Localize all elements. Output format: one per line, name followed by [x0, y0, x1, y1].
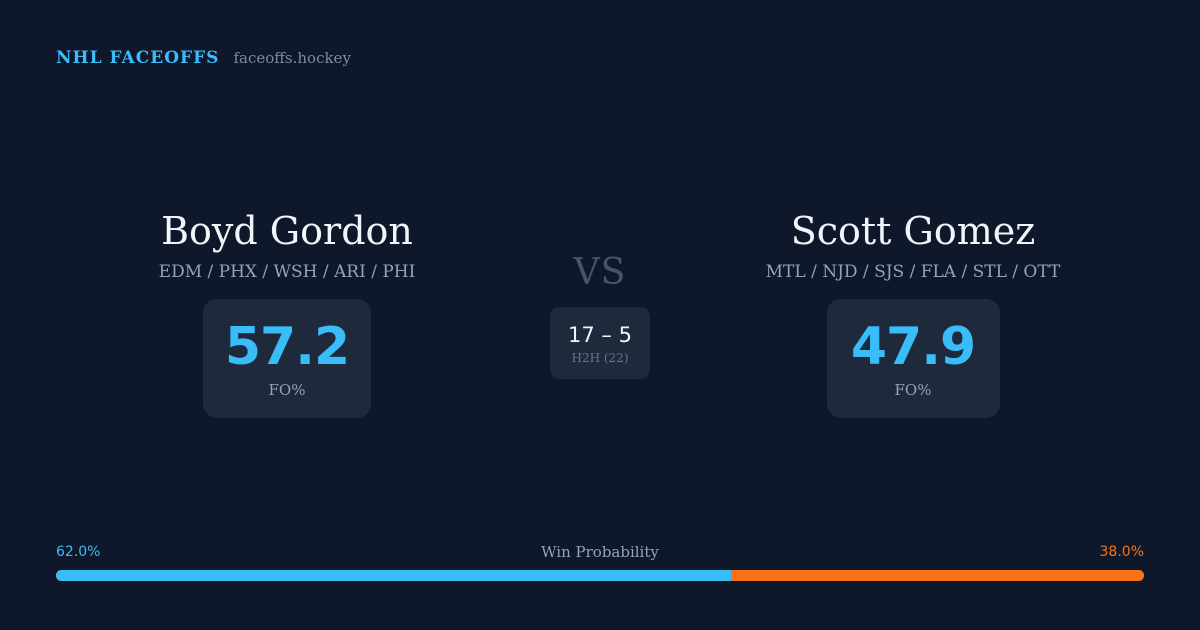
h2h-score: 17 – 5	[568, 322, 632, 347]
left-fo-card: 57.2 FO%	[203, 299, 371, 418]
win-probability-bar	[56, 570, 1144, 581]
h2h-label: H2H (22)	[571, 350, 629, 365]
left-player-panel: Boyd Gordon EDM / PHX / WSH / ARI / PHI …	[67, 208, 507, 418]
right-fo-card: 47.9 FO%	[826, 299, 1000, 418]
left-fo-value: 57.2	[224, 316, 350, 377]
left-player-teams: EDM / PHX / WSH / ARI / PHI	[158, 262, 416, 282]
right-player-panel: Scott Gomez MTL / NJD / SJS / FLA / STL …	[693, 208, 1133, 418]
right-fo-value: 47.9	[850, 316, 976, 377]
right-fo-label: FO%	[894, 380, 932, 399]
h2h-card: 17 – 5 H2H (22)	[550, 307, 650, 379]
vs-label: VS	[573, 252, 627, 293]
brand-name: NHL FACEOFFS	[56, 48, 220, 68]
win-probability-bar-right	[730, 570, 1144, 581]
left-fo-label: FO%	[268, 380, 306, 399]
win-probability-title: Win Probability	[541, 543, 659, 561]
win-probability-left: 62.0%	[56, 544, 101, 560]
left-player-name: Boyd Gordon	[161, 209, 413, 253]
brand-site: faceoffs.hockey	[233, 49, 351, 67]
right-player-name: Scott Gomez	[790, 209, 1036, 253]
brand-header: NHL FACEOFFS faceoffs.hockey	[56, 48, 351, 68]
right-player-teams: MTL / NJD / SJS / FLA / STL / OTT	[765, 262, 1061, 282]
win-probability-right: 38.0%	[1099, 544, 1144, 560]
win-probability-bar-left	[56, 570, 731, 581]
